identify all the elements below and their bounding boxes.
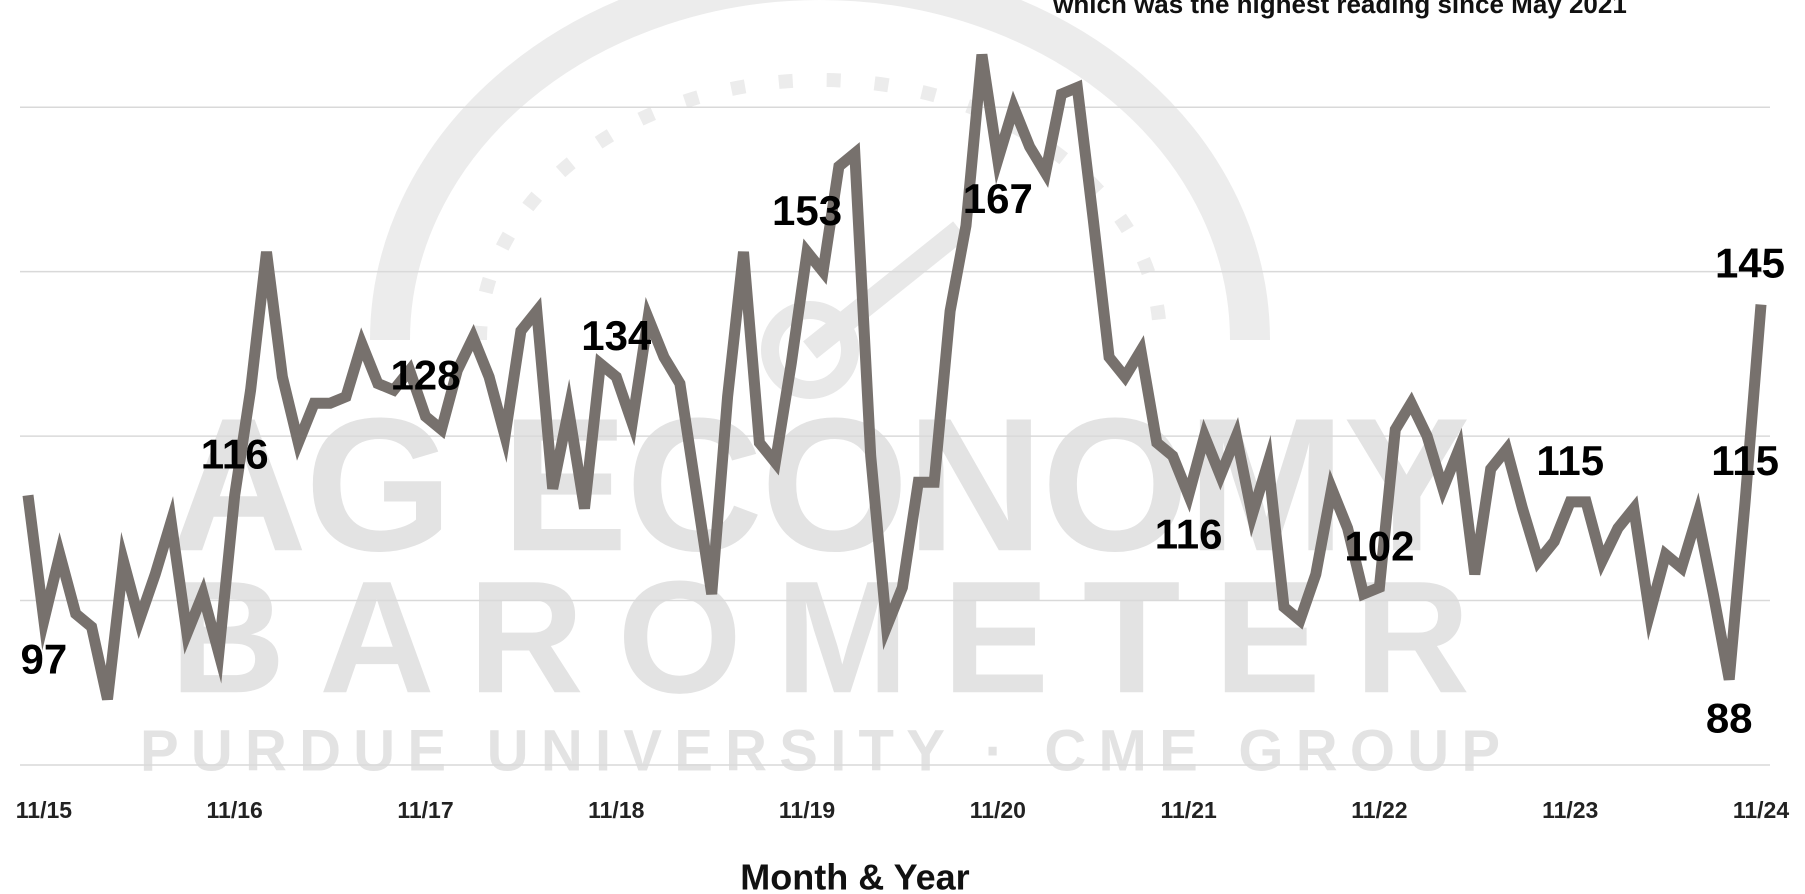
x-tick-label: 11/23 [1542, 797, 1598, 823]
gauge-needle [810, 230, 960, 350]
data-label: 153 [772, 187, 842, 234]
x-tick-label: 11/24 [1733, 797, 1789, 823]
x-axis-title: Month & Year [740, 857, 969, 894]
annotation: which was the highest reading since May … [1052, 0, 1627, 19]
data-label: 102 [1344, 522, 1414, 569]
x-tick-label: 11/18 [588, 797, 644, 823]
data-label: 167 [963, 175, 1033, 222]
data-label: 128 [390, 351, 460, 398]
x-tick-label: 11/19 [779, 797, 835, 823]
data-label: 115 [1536, 437, 1604, 484]
data-label: 97 [21, 635, 68, 682]
gauge-arc [390, 0, 1250, 340]
watermark-line: PURDUE UNIVERSITY · CME GROUP [140, 718, 1500, 783]
chart: AG ECONOMY BAROMETER PURDUE UNIVERSITY ·… [0, 0, 1805, 894]
data-label: 116 [1155, 510, 1223, 557]
x-tick-label: 11/16 [207, 797, 263, 823]
x-tick-label: 11/15 [16, 797, 72, 823]
data-line [28, 55, 1761, 700]
data-label: 145 [1715, 240, 1785, 287]
data-label: 115 [1711, 437, 1779, 484]
x-tick-label: 11/17 [397, 797, 453, 823]
x-tick-label: 11/20 [970, 797, 1026, 823]
data-label: 116 [201, 430, 269, 477]
data-label: 88 [1706, 695, 1753, 742]
data-label: 134 [581, 312, 652, 359]
x-tick-label: 11/22 [1351, 797, 1407, 823]
x-tick-label: 11/21 [1160, 797, 1216, 823]
